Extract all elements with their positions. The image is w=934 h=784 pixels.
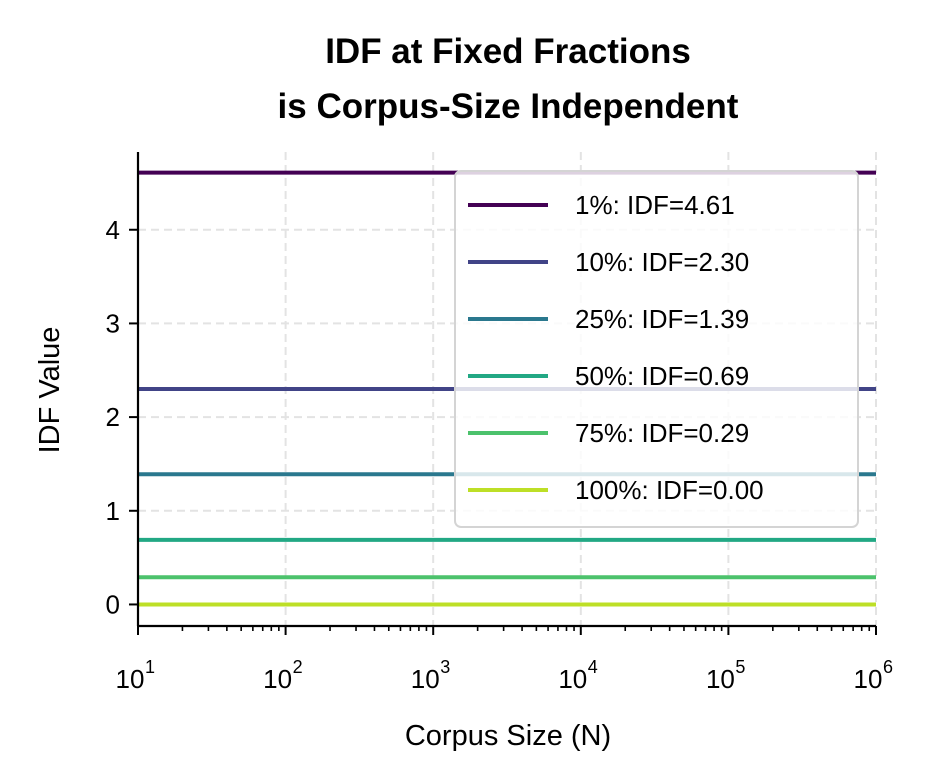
axes: [136, 152, 876, 628]
legend-label: 50%: IDF=0.69: [575, 361, 749, 391]
y-tick-label: 0: [106, 589, 120, 619]
x-tick-label: 10: [854, 664, 883, 694]
x-tick-label: 10: [411, 664, 440, 694]
x-axis-label: Corpus Size (N): [405, 720, 611, 752]
x-tick-exponent: 4: [588, 657, 598, 677]
chart-title-line-2: is Corpus-Size Independent: [278, 87, 739, 126]
y-tick-label: 2: [106, 402, 120, 432]
x-tick-exponent: 2: [293, 657, 303, 677]
y-axis-label: IDF Value: [34, 327, 66, 454]
chart-title-line-1: IDF at Fixed Fractions: [325, 32, 691, 71]
y-tick-label: 4: [106, 215, 120, 245]
legend-label: 25%: IDF=1.39: [575, 304, 749, 334]
x-tick-exponent: 6: [883, 657, 893, 677]
x-tick-exponent: 5: [735, 657, 745, 677]
x-tick-label: 10: [558, 664, 587, 694]
y-ticks: 0 1 2 3 4: [106, 215, 138, 619]
x-tick-exponent: 1: [145, 657, 155, 677]
x-tick-label: 10: [116, 664, 145, 694]
legend-label: 10%: IDF=2.30: [575, 247, 749, 277]
legend-label: 1%: IDF=4.61: [575, 190, 735, 220]
legend-label: 100%: IDF=0.00: [575, 475, 764, 505]
legend-label: 75%: IDF=0.29: [575, 418, 749, 448]
y-tick-label: 1: [106, 496, 120, 526]
x-tick-label: 10: [706, 664, 735, 694]
x-ticks: 10 1 10 2 10 3 10 4 10 5 10 6: [116, 626, 893, 694]
y-tick-label: 3: [106, 308, 120, 338]
x-tick-label: 10: [263, 664, 292, 694]
legend-box: [454, 170, 859, 528]
x-tick-exponent: 3: [440, 657, 450, 677]
legend: 1%: IDF=4.61 10%: IDF=2.30 25%: IDF=1.39 50…: [454, 170, 859, 528]
